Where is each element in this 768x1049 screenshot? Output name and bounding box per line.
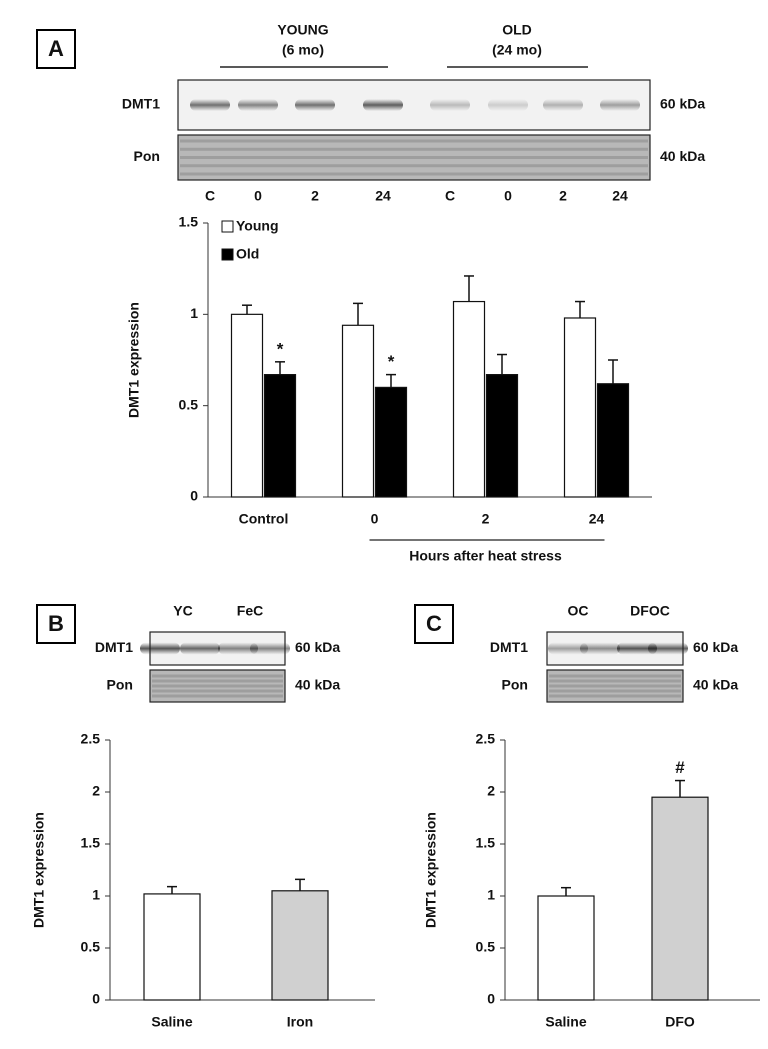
blot-band bbox=[180, 642, 220, 655]
legend-swatch bbox=[221, 248, 234, 261]
y-tick-label: 0.5 bbox=[476, 939, 496, 955]
lane-label: OC bbox=[568, 603, 589, 619]
blot-size-label: 60 kDa bbox=[693, 639, 738, 655]
blot-size-label: 60 kDa bbox=[660, 96, 705, 112]
y-tick-label: 1 bbox=[190, 305, 198, 321]
lane-label: 2 bbox=[311, 188, 319, 204]
group-label: OLD bbox=[502, 22, 532, 38]
y-tick-label: 1.5 bbox=[476, 835, 496, 851]
y-axis-label: DMT1 expression bbox=[31, 812, 47, 928]
blot-band bbox=[140, 642, 180, 655]
y-tick-label: 0.5 bbox=[179, 396, 199, 412]
blot-band bbox=[617, 642, 657, 655]
blot-size-label: 40 kDa bbox=[295, 677, 340, 693]
panel-label: A bbox=[48, 36, 64, 61]
y-axis-label: DMT1 expression bbox=[423, 812, 439, 928]
blot-band bbox=[543, 99, 583, 111]
y-tick-label: 0 bbox=[190, 488, 198, 504]
blot-band bbox=[648, 642, 688, 655]
y-tick-label: 1 bbox=[92, 887, 100, 903]
blot-row-label: Pon bbox=[502, 677, 528, 693]
blot-size-label: 60 kDa bbox=[295, 639, 340, 655]
x-tick-label: Iron bbox=[287, 1014, 313, 1030]
bar bbox=[374, 386, 408, 498]
lane-label: C bbox=[445, 188, 455, 204]
legend-label: Young bbox=[236, 218, 279, 234]
legend-label: Old bbox=[236, 246, 259, 262]
lane-label: 24 bbox=[375, 188, 391, 204]
blot-band bbox=[250, 642, 290, 655]
significance-mark: * bbox=[388, 352, 395, 371]
blot-band bbox=[218, 642, 258, 655]
blot-row-label: Pon bbox=[107, 677, 133, 693]
group-detail: (24 mo) bbox=[492, 42, 542, 58]
x-axis-label: Hours after heat stress bbox=[409, 548, 562, 564]
bar bbox=[651, 796, 709, 1001]
bar bbox=[596, 383, 630, 498]
x-tick-label: 24 bbox=[589, 511, 605, 527]
bar bbox=[230, 313, 264, 498]
y-tick-label: 2 bbox=[92, 783, 100, 799]
blot-row-label: DMT1 bbox=[95, 639, 133, 655]
bar bbox=[143, 893, 201, 1001]
blot-size-label: 40 kDa bbox=[693, 677, 738, 693]
y-tick-label: 1.5 bbox=[81, 835, 101, 851]
y-tick-label: 0 bbox=[487, 991, 495, 1007]
blot-band bbox=[580, 642, 620, 655]
lane-label: YC bbox=[173, 603, 192, 619]
blot-band bbox=[190, 99, 230, 111]
y-tick-label: 0.5 bbox=[81, 939, 101, 955]
group-detail: (6 mo) bbox=[282, 42, 324, 58]
y-tick-label: 1.5 bbox=[179, 214, 199, 230]
x-tick-label: Saline bbox=[151, 1014, 192, 1030]
y-tick-label: 1 bbox=[487, 887, 495, 903]
blot-band bbox=[600, 99, 640, 111]
bar bbox=[563, 317, 597, 498]
bar bbox=[271, 890, 329, 1001]
x-tick-label: Saline bbox=[545, 1014, 586, 1030]
lane-label: C bbox=[205, 188, 215, 204]
y-axis-label: DMT1 expression bbox=[126, 302, 142, 418]
legend-swatch bbox=[221, 220, 234, 233]
x-tick-label: Control bbox=[239, 511, 289, 527]
blot-band bbox=[363, 99, 403, 111]
y-tick-label: 2 bbox=[487, 783, 495, 799]
blot-band bbox=[295, 99, 335, 111]
panel-label-box bbox=[36, 604, 76, 644]
x-tick-label: DFO bbox=[665, 1014, 695, 1030]
lane-label: DFOC bbox=[630, 603, 670, 619]
blot-row-label: Pon bbox=[134, 148, 160, 164]
blot-band bbox=[488, 99, 528, 111]
blot-band bbox=[548, 642, 588, 655]
bar bbox=[263, 374, 297, 498]
panel-label: C bbox=[426, 611, 442, 636]
blot-row-label: DMT1 bbox=[122, 96, 160, 112]
group-label: YOUNG bbox=[277, 22, 328, 38]
bar bbox=[485, 374, 519, 498]
panel-label: B bbox=[48, 611, 64, 636]
lane-label: 0 bbox=[504, 188, 512, 204]
y-tick-label: 2.5 bbox=[476, 731, 496, 747]
blot-row-label: DMT1 bbox=[490, 639, 528, 655]
blot-band bbox=[238, 99, 278, 111]
lane-label: FeC bbox=[237, 603, 263, 619]
lane-label: 2 bbox=[559, 188, 567, 204]
significance-mark: * bbox=[277, 339, 284, 358]
bar bbox=[537, 895, 595, 1001]
bar bbox=[452, 300, 486, 498]
x-tick-label: 0 bbox=[371, 511, 379, 527]
significance-mark: # bbox=[675, 758, 685, 777]
x-tick-label: 2 bbox=[482, 511, 490, 527]
panel-label-box bbox=[414, 604, 454, 644]
y-tick-label: 0 bbox=[92, 991, 100, 1007]
panel-label-box bbox=[36, 29, 76, 69]
lane-label: 0 bbox=[254, 188, 262, 204]
bar bbox=[341, 324, 375, 498]
y-tick-label: 2.5 bbox=[81, 731, 101, 747]
lane-label: 24 bbox=[612, 188, 628, 204]
blot-size-label: 40 kDa bbox=[660, 148, 705, 164]
blot-band bbox=[430, 99, 470, 111]
